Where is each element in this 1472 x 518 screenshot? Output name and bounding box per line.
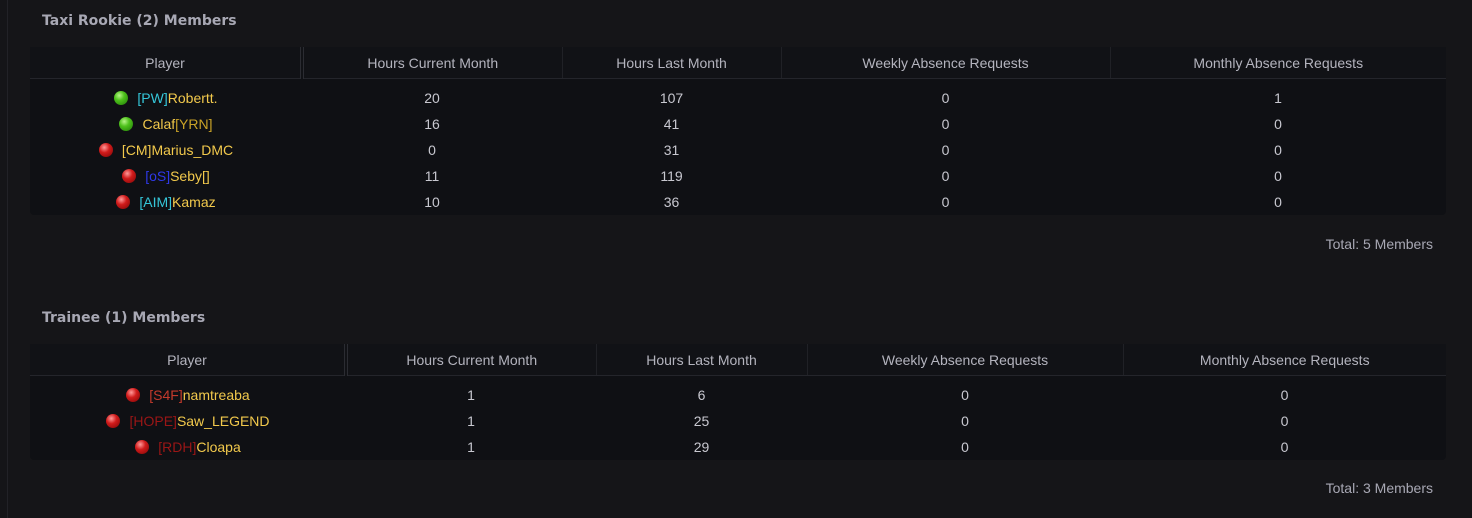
hours-last-month: 119 xyxy=(660,168,683,184)
weekly-absence-requests: 0 xyxy=(941,142,950,158)
section-title-taxi-rookie: Taxi Rookie (2) Members xyxy=(42,13,237,29)
members-total: Total: 3 Members xyxy=(1325,480,1433,496)
offline-status-icon xyxy=(135,440,150,454)
player-cell: [oS]Seby[] xyxy=(30,163,302,189)
clan-tag: [PW] xyxy=(137,90,168,106)
clan-tag: [YRN] xyxy=(175,116,213,132)
monthly-absence-requests: 0 xyxy=(1280,439,1289,455)
column-header-hours-last-month[interactable]: Hours Last Month xyxy=(596,344,808,376)
player-name-link[interactable]: Kamaz xyxy=(172,194,216,210)
monthly-absence-requests: 0 xyxy=(1274,142,1282,158)
clan-tag: [HOPE] xyxy=(129,413,177,429)
monthly-absence-requests: 0 xyxy=(1274,116,1282,132)
player-cell: [CM]Marius_DMC xyxy=(30,137,302,163)
weekly-absence-requests: 0 xyxy=(941,90,950,106)
hours-current-month: 20 xyxy=(424,90,440,106)
player-cell: [PW]Robertt. xyxy=(30,79,302,112)
hours-last-month: 107 xyxy=(659,90,684,106)
column-header-hours-last-month[interactable]: Hours Last Month xyxy=(562,47,782,79)
hours-current-month: 10 xyxy=(424,194,440,210)
hours-current-month: 16 xyxy=(424,116,440,132)
members-table-taxi-rookie: Player Hours Current Month Hours Last Mo… xyxy=(30,47,1446,215)
table-row: [HOPE]Saw_LEGEND 1 25 0 0 xyxy=(30,408,1446,434)
player-name-link[interactable]: namtreaba xyxy=(182,387,250,403)
members-table: Player Hours Current Month Hours Last Mo… xyxy=(30,344,1446,460)
hours-current-month: 1 xyxy=(467,387,475,403)
hours-current-month: 1 xyxy=(467,413,475,429)
column-header-hours-current-month[interactable]: Hours Current Month xyxy=(302,47,563,79)
members-table-trainee: Player Hours Current Month Hours Last Mo… xyxy=(30,344,1446,460)
table-header-row: Player Hours Current Month Hours Last Mo… xyxy=(30,47,1446,79)
column-header-player[interactable]: Player xyxy=(30,344,348,376)
hours-current-month: 1 xyxy=(467,439,475,455)
table-row: [AIM]Kamaz 10 36 0 0 xyxy=(30,189,1446,215)
clan-tag: [S4F] xyxy=(149,387,183,403)
online-status-icon xyxy=(114,91,129,105)
offline-status-icon xyxy=(122,169,137,183)
player-name-link[interactable]: Cloapa xyxy=(196,439,241,455)
column-header-hours-current-month[interactable]: Hours Current Month xyxy=(346,344,597,376)
column-header-monthly-absence[interactable]: Monthly Absence Requests xyxy=(1123,344,1446,376)
table-row: [S4F]namtreaba 1 6 0 0 xyxy=(30,376,1446,409)
weekly-absence-requests: 0 xyxy=(961,387,969,403)
player-cell: [S4F]namtreaba xyxy=(30,376,346,409)
members-table: Player Hours Current Month Hours Last Mo… xyxy=(30,47,1446,215)
hours-last-month: 36 xyxy=(663,194,680,210)
offline-status-icon xyxy=(98,143,113,157)
table-row: Calaf[YRN] 16 41 0 0 xyxy=(30,111,1446,137)
weekly-absence-requests: 0 xyxy=(961,413,969,429)
player-name-link[interactable]: Saw_LEGEND xyxy=(176,413,270,429)
table-row: [CM]Marius_DMC 0 31 0 0 xyxy=(30,137,1446,163)
offline-status-icon xyxy=(106,414,121,428)
player-name-link[interactable]: Calaf xyxy=(142,116,176,132)
column-header-monthly-absence[interactable]: Monthly Absence Requests xyxy=(1110,47,1446,79)
monthly-absence-requests: 0 xyxy=(1274,168,1282,184)
hours-current-month: 0 xyxy=(428,142,436,158)
player-name-link[interactable]: Seby[] xyxy=(170,168,210,184)
hours-last-month: 6 xyxy=(697,387,706,403)
monthly-absence-requests: 0 xyxy=(1274,194,1282,210)
player-cell: Calaf[YRN] xyxy=(30,111,302,137)
hours-current-month: 11 xyxy=(424,168,440,184)
player-cell: [HOPE]Saw_LEGEND xyxy=(30,408,346,434)
table-header-row: Player Hours Current Month Hours Last Mo… xyxy=(30,344,1446,376)
table-row: [RDH]Cloapa 1 29 0 0 xyxy=(30,434,1446,460)
hours-last-month: 25 xyxy=(693,413,710,429)
player-name-link[interactable]: Robertt. xyxy=(167,90,218,106)
monthly-absence-requests: 1 xyxy=(1274,90,1282,106)
player-cell: [AIM]Kamaz xyxy=(30,189,302,215)
panel-edge xyxy=(7,0,8,518)
column-header-weekly-absence[interactable]: Weekly Absence Requests xyxy=(781,47,1111,79)
offline-status-icon xyxy=(126,388,141,402)
weekly-absence-requests: 0 xyxy=(941,168,950,184)
members-total: Total: 5 Members xyxy=(1325,236,1433,252)
clan-tag: [RDH] xyxy=(158,439,197,455)
hours-last-month: 29 xyxy=(693,439,710,455)
table-row: [PW]Robertt. 20 107 0 1 xyxy=(30,79,1446,112)
weekly-absence-requests: 0 xyxy=(941,194,950,210)
online-status-icon xyxy=(119,117,134,131)
offline-status-icon xyxy=(116,195,131,209)
column-header-weekly-absence[interactable]: Weekly Absence Requests xyxy=(807,344,1124,376)
hours-last-month: 31 xyxy=(663,142,680,158)
player-cell: [RDH]Cloapa xyxy=(30,434,346,460)
clan-tag: [AIM] xyxy=(139,194,173,210)
player-name-link[interactable]: Marius_DMC xyxy=(151,142,234,158)
column-header-player[interactable]: Player xyxy=(30,47,304,79)
weekly-absence-requests: 0 xyxy=(961,439,969,455)
clan-tag: [CM] xyxy=(121,142,152,158)
monthly-absence-requests: 0 xyxy=(1280,413,1289,429)
weekly-absence-requests: 0 xyxy=(941,116,950,132)
clan-tag: [oS] xyxy=(145,168,171,184)
section-title-trainee: Trainee (1) Members xyxy=(42,310,206,326)
monthly-absence-requests: 0 xyxy=(1280,387,1289,403)
hours-last-month: 41 xyxy=(663,116,680,132)
table-row: [oS]Seby[] 11 119 0 0 xyxy=(30,163,1446,189)
